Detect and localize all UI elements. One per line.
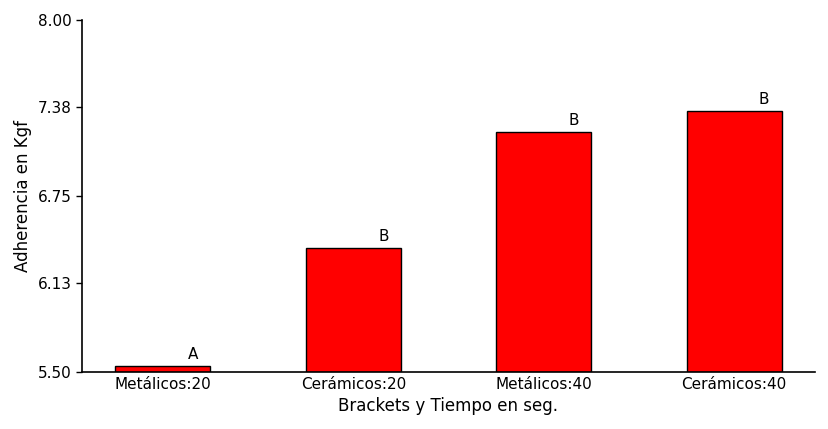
Text: A: A: [187, 347, 198, 362]
Bar: [495, 133, 590, 372]
Bar: [306, 248, 401, 372]
Text: B: B: [758, 92, 768, 107]
Bar: [115, 366, 210, 372]
Y-axis label: Adherencia en Kgf: Adherencia en Kgf: [14, 120, 31, 272]
Text: B: B: [378, 229, 388, 244]
Text: B: B: [568, 113, 578, 128]
X-axis label: Brackets y Tiempo en seg.: Brackets y Tiempo en seg.: [338, 397, 558, 415]
Bar: [686, 112, 781, 372]
